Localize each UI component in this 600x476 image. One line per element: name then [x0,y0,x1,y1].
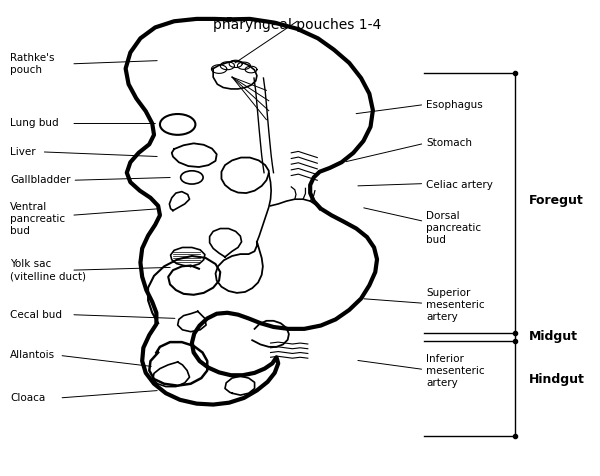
Text: Yolk sac
(vitelline duct): Yolk sac (vitelline duct) [10,259,86,281]
Text: Ventral
pancreatic
bud: Ventral pancreatic bud [10,202,65,236]
Text: Celiac artery: Celiac artery [426,180,493,190]
Text: Gallbladder: Gallbladder [10,175,71,185]
Text: Dorsal
pancreatic
bud: Dorsal pancreatic bud [426,210,481,245]
Text: Lung bud: Lung bud [10,119,59,129]
Text: Superior
mesenteric
artery: Superior mesenteric artery [426,288,485,322]
Text: Liver: Liver [10,147,36,157]
Text: Esophagus: Esophagus [426,99,483,109]
Text: Midgut: Midgut [529,330,578,343]
Text: Allantois: Allantois [10,350,55,360]
Text: Stomach: Stomach [426,139,472,149]
Text: Cloaca: Cloaca [10,393,46,403]
Text: Inferior
mesenteric
artery: Inferior mesenteric artery [426,355,485,388]
Text: pharyngeal pouches 1-4: pharyngeal pouches 1-4 [213,18,381,32]
Text: Foregut: Foregut [529,194,584,207]
Text: Cecal bud: Cecal bud [10,310,62,320]
Text: Rathke's
pouch: Rathke's pouch [10,53,55,75]
Text: Hindgut: Hindgut [529,374,585,387]
